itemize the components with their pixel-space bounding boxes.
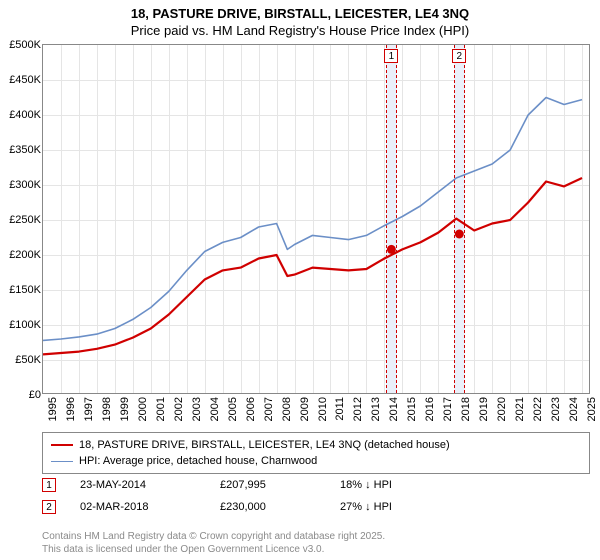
x-axis-label: 1997 xyxy=(83,397,95,421)
chart-footer: Contains HM Land Registry data © Crown c… xyxy=(42,531,385,556)
sale-record-date: 02-MAR-2018 xyxy=(80,501,220,513)
x-axis-label: 2013 xyxy=(370,397,382,421)
x-axis-label: 2011 xyxy=(334,397,346,421)
legend-item: HPI: Average price, detached house, Char… xyxy=(51,453,581,469)
x-axis-label: 2020 xyxy=(496,397,508,421)
y-axis-label: £300K xyxy=(9,179,43,191)
legend-item: 18, PASTURE DRIVE, BIRSTALL, LEICESTER, … xyxy=(51,437,581,453)
legend-swatch xyxy=(51,444,73,446)
footer-line2: This data is licensed under the Open Gov… xyxy=(42,544,385,557)
price-chart: £0£50K£100K£150K£200K£250K£300K£350K£400… xyxy=(42,44,590,394)
y-axis-label: £0 xyxy=(29,389,43,401)
x-axis-label: 2012 xyxy=(352,397,364,421)
y-axis-label: £100K xyxy=(9,319,43,331)
x-axis-label: 2000 xyxy=(137,397,149,421)
x-axis-label: 2023 xyxy=(550,397,562,421)
sale-marker-dot xyxy=(455,230,464,239)
sale-record-price: £230,000 xyxy=(220,501,340,513)
x-axis-label: 2004 xyxy=(209,397,221,421)
x-axis-label: 2009 xyxy=(299,397,311,421)
x-axis-label: 1998 xyxy=(101,397,113,421)
x-axis-label: 2002 xyxy=(173,397,185,421)
x-axis-label: 2003 xyxy=(191,397,203,421)
x-axis-label: 2018 xyxy=(460,397,472,421)
y-axis-label: £50K xyxy=(15,354,43,366)
series-line-hpi xyxy=(43,98,582,341)
sale-record-diff: 27% ↓ HPI xyxy=(340,501,392,513)
sale-record-price: £207,995 xyxy=(220,479,340,491)
x-axis-label: 2025 xyxy=(586,397,598,421)
x-axis-label: 2010 xyxy=(317,397,329,421)
sale-record-badge: 2 xyxy=(42,500,56,514)
chart-legend: 18, PASTURE DRIVE, BIRSTALL, LEICESTER, … xyxy=(42,432,590,474)
y-axis-label: £500K xyxy=(9,39,43,51)
x-axis-label: 2016 xyxy=(424,397,436,421)
x-axis-label: 1999 xyxy=(119,397,131,421)
footer-line1: Contains HM Land Registry data © Crown c… xyxy=(42,531,385,544)
sale-marker-dot xyxy=(387,245,396,254)
sale-record-row: 2 02-MAR-2018£230,00027% ↓ HPI xyxy=(42,500,392,514)
legend-swatch xyxy=(51,461,73,462)
chart-title-block: 18, PASTURE DRIVE, BIRSTALL, LEICESTER, … xyxy=(0,0,600,42)
x-axis-label: 1995 xyxy=(47,397,59,421)
y-axis-label: £200K xyxy=(9,249,43,261)
y-axis-label: £250K xyxy=(9,214,43,226)
x-axis-label: 2007 xyxy=(263,397,275,421)
sale-record-row: 1 23-MAY-2014£207,99518% ↓ HPI xyxy=(42,478,392,492)
x-axis-label: 2021 xyxy=(514,397,526,421)
x-axis-label: 2022 xyxy=(532,397,544,421)
x-axis-label: 2019 xyxy=(478,397,490,421)
x-axis-label: 2005 xyxy=(227,397,239,421)
y-axis-label: £450K xyxy=(9,74,43,86)
y-axis-label: £400K xyxy=(9,109,43,121)
sale-record-diff: 18% ↓ HPI xyxy=(340,479,392,491)
y-axis-label: £350K xyxy=(9,144,43,156)
series-line-subject_property xyxy=(43,178,582,354)
sale-record-date: 23-MAY-2014 xyxy=(80,479,220,491)
x-axis-label: 2017 xyxy=(442,397,454,421)
legend-label: HPI: Average price, detached house, Char… xyxy=(79,455,317,467)
x-axis-label: 2006 xyxy=(245,397,257,421)
x-axis-label: 2008 xyxy=(281,397,293,421)
chart-title-line1: 18, PASTURE DRIVE, BIRSTALL, LEICESTER, … xyxy=(0,6,600,21)
x-axis-label: 2024 xyxy=(568,397,580,421)
x-axis-label: 2014 xyxy=(388,397,400,421)
x-axis-label: 1996 xyxy=(65,397,77,421)
x-axis-label: 2015 xyxy=(406,397,418,421)
x-axis-label: 2001 xyxy=(155,397,167,421)
legend-label: 18, PASTURE DRIVE, BIRSTALL, LEICESTER, … xyxy=(79,439,450,451)
y-axis-label: £150K xyxy=(9,284,43,296)
chart-series-svg xyxy=(43,45,591,395)
chart-title-line2: Price paid vs. HM Land Registry's House … xyxy=(0,23,600,38)
sale-record-badge: 1 xyxy=(42,478,56,492)
